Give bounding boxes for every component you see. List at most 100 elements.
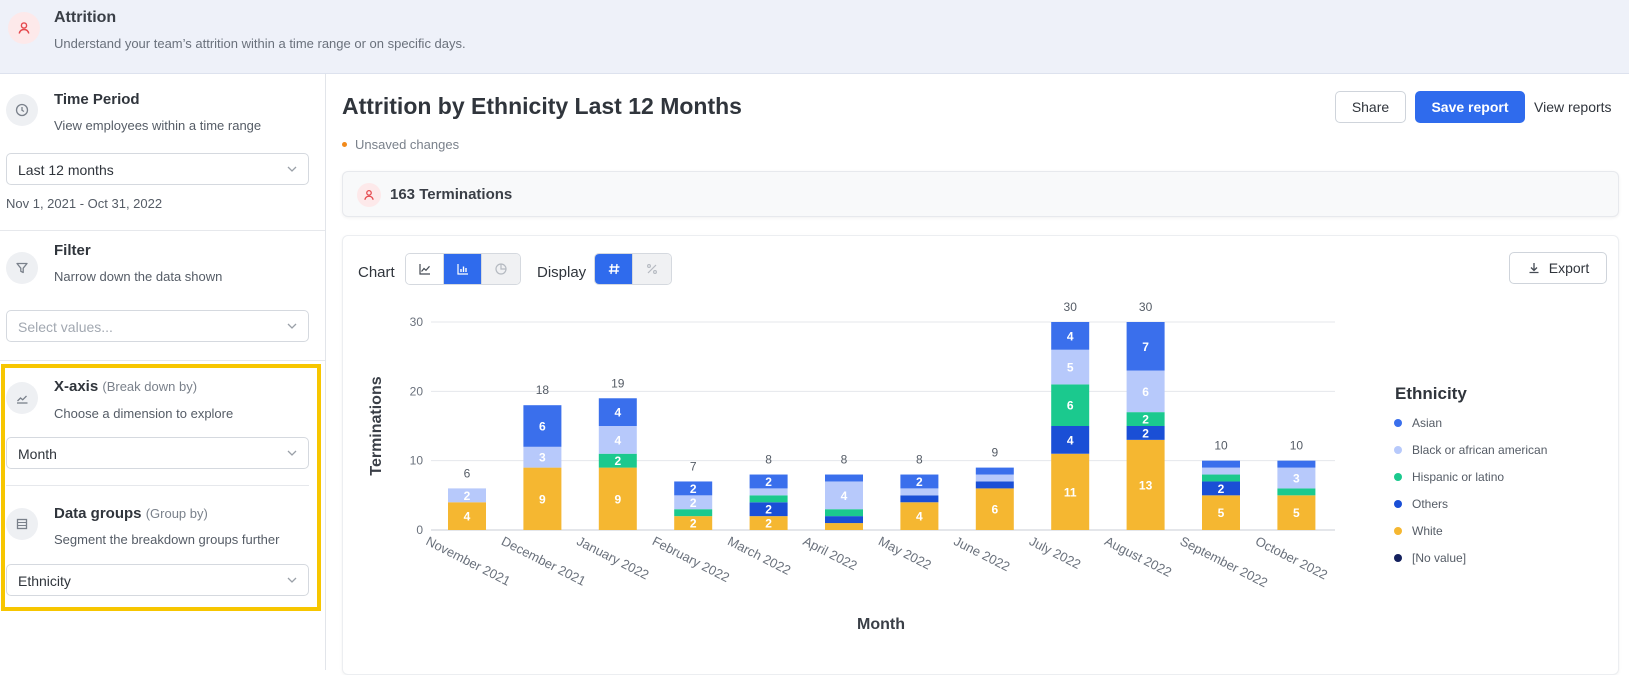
count-display-button[interactable] [595,254,633,284]
xaxis-select[interactable]: Month [6,437,309,469]
x-axis-label: Month [857,616,905,633]
y-tick-label: 20 [410,384,424,398]
bar-segment [825,523,863,530]
bar-segment [1126,412,1165,426]
chart-type-label: Chart [358,264,395,281]
main-content: Attrition by Ethnicity Last 12 Months Un… [326,74,1629,675]
terminations-count: 163 Terminations [390,186,513,203]
legend-swatch [1394,500,1402,508]
time-period-title: Time Period [54,91,140,108]
bar-segment [975,481,1014,489]
bar-segment [825,474,863,482]
bar-chart-icon [456,264,468,275]
terminations-card: 163 Terminations [342,171,1619,217]
total-label: 10 [1214,439,1228,453]
unsaved-indicator: Unsaved changes [342,137,459,152]
legend-item: White [1412,524,1443,538]
bar-segment [1277,460,1316,468]
legend-item: Others [1412,497,1448,511]
filter-title: Filter [54,242,91,259]
highlight-box [1,364,321,611]
hash-icon [608,263,619,275]
total-label: 9 [991,446,998,460]
bar-segment [1051,349,1090,385]
legend-swatch [1394,419,1402,427]
share-button[interactable]: Share [1335,91,1406,123]
x-tick-label: May 2022 [876,533,934,572]
time-period-value: Last 12 months [18,162,114,178]
percent-display-button[interactable] [633,254,671,284]
line-chart-icon [6,382,38,414]
line-chart-icon [418,264,430,275]
pie-chart-button[interactable] [482,254,520,284]
save-report-button[interactable]: Save report [1415,91,1525,123]
groups-subtitle: Segment the breakdown groups further [54,532,280,547]
bar-segment [598,426,637,454]
data-label: 2 [690,496,697,510]
total-label: 30 [1139,300,1153,314]
bar-segment [674,481,713,496]
groups-title-text: Data groups [54,505,142,522]
bar-segment [749,516,788,530]
bar-segment [1202,460,1240,468]
bar-segment [523,446,562,468]
data-label: 2 [1142,413,1149,427]
bar-segment [749,488,788,496]
xaxis-subtitle: Choose a dimension to explore [54,406,234,421]
page-title: Attrition [54,9,117,26]
divider [6,485,309,486]
bar-segment [749,502,788,517]
total-label: 8 [765,453,772,467]
total-label: 8 [916,453,923,467]
x-tick-label: April 2022 [801,533,860,573]
xaxis-value: Month [18,446,57,462]
y-tick-label: 0 [416,523,423,537]
data-label: 6 [1142,385,1149,399]
bar-segment [749,474,788,489]
y-tick-label: 10 [410,454,424,468]
date-range: Nov 1, 2021 - Oct 31, 2022 [6,196,163,211]
export-button[interactable]: Export [1509,252,1607,284]
export-label: Export [1548,260,1590,276]
bar-segment [1051,426,1090,454]
bar-segment [1126,370,1165,413]
view-reports-link[interactable]: View reports [1534,99,1612,115]
data-label: 3 [1293,472,1300,486]
legend-item: Asian [1412,416,1442,430]
total-label: 10 [1290,439,1304,453]
bar-segment [674,509,713,517]
data-label: 2 [614,454,621,468]
data-label: 2 [765,517,772,531]
bar-segment [900,495,939,503]
filter-select[interactable]: Select values... [6,310,309,342]
x-tick-label: August 2022 [1102,533,1174,580]
groups-value: Ethnicity [18,573,71,589]
chart-type-toggle [405,253,521,285]
divider [0,360,325,361]
percent-icon [647,264,657,274]
attrition-chart: 0 10 20 30 Terminations Month 4 2 6 November 2021… [368,300,1547,633]
data-label: 6 [1067,399,1074,413]
xaxis-title-text: X-axis [54,378,99,395]
bar-segment [448,502,486,530]
bar-segment [975,467,1014,475]
data-label: 11 [1064,485,1077,499]
groups-select[interactable]: Ethnicity [6,564,309,596]
data-label: 4 [841,489,848,503]
bar-segment [1277,467,1316,489]
y-tick-label: 30 [410,315,424,329]
data-label: 2 [916,475,923,489]
unsaved-dot [342,142,347,148]
display-toggle [594,253,672,285]
bar-segment [975,488,1014,530]
data-label: 4 [614,433,621,447]
x-tick-label: June 2022 [951,533,1012,574]
clock-icon [6,94,38,126]
page-subtitle: Understand your team’s attrition within … [54,36,466,51]
x-tick-label: November 2021 [424,533,513,588]
time-period-select[interactable]: Last 12 months [6,153,309,185]
data-label: 2 [690,517,697,531]
bar-chart-button[interactable] [444,254,482,284]
bar-segment [448,488,486,503]
line-chart-button[interactable] [406,254,444,284]
